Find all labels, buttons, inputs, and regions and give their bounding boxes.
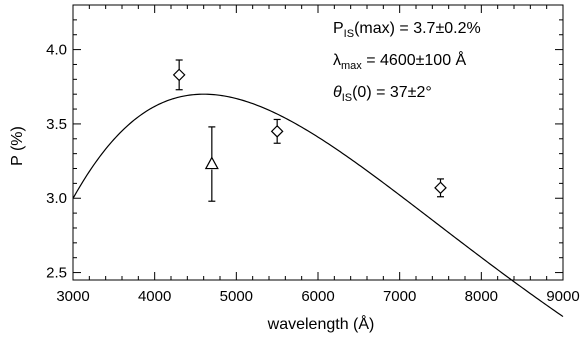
diamond-data-point <box>172 59 186 91</box>
fit-curve-group <box>72 93 564 318</box>
diamond-marker <box>270 125 284 138</box>
x-tick-label: 8000 <box>465 288 498 305</box>
axes-frame <box>72 4 564 281</box>
y-tick-label: 2.5 <box>46 265 67 282</box>
data-points <box>172 59 447 202</box>
plot-frame <box>72 4 564 281</box>
annotation-pmax-value: (max) = 3.7±0.2% <box>354 20 481 37</box>
x-tick-label: 3000 <box>56 288 89 305</box>
annotation-pmax: PIS(max) = 3.7±0.2% <box>333 20 481 40</box>
y-tick-label: 3.5 <box>46 116 67 133</box>
x-tick-label: 4000 <box>138 288 171 305</box>
annotation-lambda-max: λmax = 4600±100 Å <box>333 50 467 72</box>
annotation-theta-value: (0) = 37±2° <box>352 84 432 101</box>
annotation-pmax-subscript: IS <box>344 28 354 40</box>
annotation-pmax-symbol: P <box>333 20 344 37</box>
x-tick-label: 7000 <box>383 288 416 305</box>
axis-ticks: 3000 4000 5000 6000 7000 8000 9000 2.5 3.0 3.5 4.0 <box>46 4 580 305</box>
diamond-data-point <box>270 118 284 144</box>
y-tick-label: 4.0 <box>46 42 67 59</box>
triangle-data-point <box>204 126 219 202</box>
x-tick-label: 5000 <box>220 288 253 305</box>
annotation-theta-subscript: IS <box>342 92 352 104</box>
y-tick-label: 3.0 <box>46 190 67 207</box>
triangle-marker <box>204 156 219 170</box>
x-tick-label: 9000 <box>546 288 579 305</box>
serkowski-fit-curve <box>72 93 564 318</box>
annotation-theta: θIS(0) = 37±2° <box>333 84 432 104</box>
x-axis-label: wavelength (Å) <box>267 314 375 333</box>
diamond-marker <box>434 181 447 195</box>
diamond-data-point <box>434 178 447 198</box>
annotation-lambda-value: = 4600±100 Å <box>362 50 467 69</box>
x-tick-label: 6000 <box>301 288 334 305</box>
y-axis-label: P (%) <box>9 126 26 166</box>
diamond-marker <box>172 68 186 82</box>
annotation-theta-symbol: θ <box>333 84 342 101</box>
annotation-lambda-subscript: max <box>341 60 362 72</box>
annotation-lambda-symbol: λ <box>333 52 341 69</box>
